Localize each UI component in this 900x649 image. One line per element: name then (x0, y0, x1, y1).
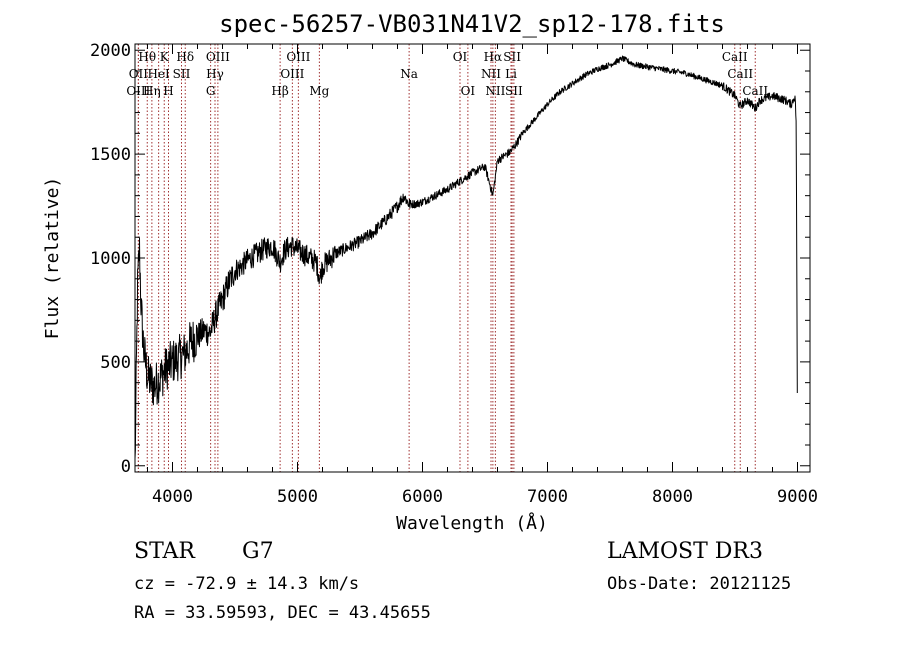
y-tick-label: 500 (100, 353, 131, 373)
spectral-line-label: OII (129, 67, 149, 81)
spectral-line-label: OIII (280, 67, 304, 81)
spectral-line-label: Mg (309, 84, 329, 98)
spectral-line-label: SII (173, 67, 191, 81)
y-tick-label: 1000 (90, 249, 131, 269)
spectral-line-label: OI (461, 84, 476, 98)
object-class: STAR (134, 539, 195, 564)
obs-date-text: Obs-Date: 20121125 (607, 574, 792, 594)
spectral-line-label: Hθ (138, 50, 156, 64)
spectral-line-label: SII (503, 50, 521, 64)
spectral-line-label: Hγ (206, 67, 224, 81)
spectral-line-label: CaII (727, 67, 753, 81)
x-tick-label: 9000 (777, 487, 818, 507)
x-axis-label: Wavelength (Å) (396, 512, 548, 534)
plot-frame (134, 43, 811, 473)
object-subclass: G7 (242, 539, 274, 564)
spectral-lines-layer (137, 44, 756, 472)
x-tick-label: 4000 (152, 487, 193, 507)
chart-title: spec-56257-VB031N41V2_sp12-178.fits (219, 10, 725, 38)
spectral-line-label: OIII (126, 84, 150, 98)
spectral-line-label: Hδ (176, 50, 194, 64)
spectral-line-label: OI (453, 50, 468, 64)
spectral-line-label: CaII (742, 84, 768, 98)
y-axis-label: Flux (relative) (42, 177, 63, 340)
spectral-line-label: OIII (286, 50, 310, 64)
spectral-line-label: H (163, 84, 173, 98)
spectral-line-label: OIII (206, 50, 230, 64)
y-tick-label: 0 (121, 457, 131, 477)
spectral-line-label: G (206, 84, 216, 98)
x-tick-label: 8000 (652, 487, 693, 507)
x-tick-label: 6000 (402, 487, 443, 507)
spectral-line-label: Hβ (271, 84, 288, 98)
spectral-line-label: CaII (722, 50, 748, 64)
spectral-line-label: Hα (484, 50, 503, 64)
spectral-line-label: Hη (143, 84, 161, 98)
spectral-line-label: NII (485, 84, 505, 98)
spectral-line-label: NII (481, 67, 501, 81)
spectrum-trace (134, 55, 798, 459)
axis-ticks-layer: 4000 5000 6000 7000 8000 9000 0 500 1000 1500 2000 (90, 41, 818, 507)
y-tick-label: 1500 (90, 145, 131, 165)
spectral-line-label: SII (505, 84, 523, 98)
spectral-line-label: Li (505, 67, 517, 81)
spectral-line-label: Na (400, 67, 418, 81)
redshift-text: cz = -72.9 ± 14.3 km/s (134, 574, 360, 594)
x-tick-label: 5000 (277, 487, 318, 507)
spectral-line-label: HeI (147, 67, 170, 81)
spectral-line-label: K (160, 50, 170, 64)
y-tick-label: 2000 (90, 41, 131, 61)
survey-name: LAMOST DR3 (607, 539, 763, 564)
x-tick-label: 7000 (527, 487, 568, 507)
coords-text: RA = 33.59593, DEC = 43.45655 (134, 603, 431, 623)
